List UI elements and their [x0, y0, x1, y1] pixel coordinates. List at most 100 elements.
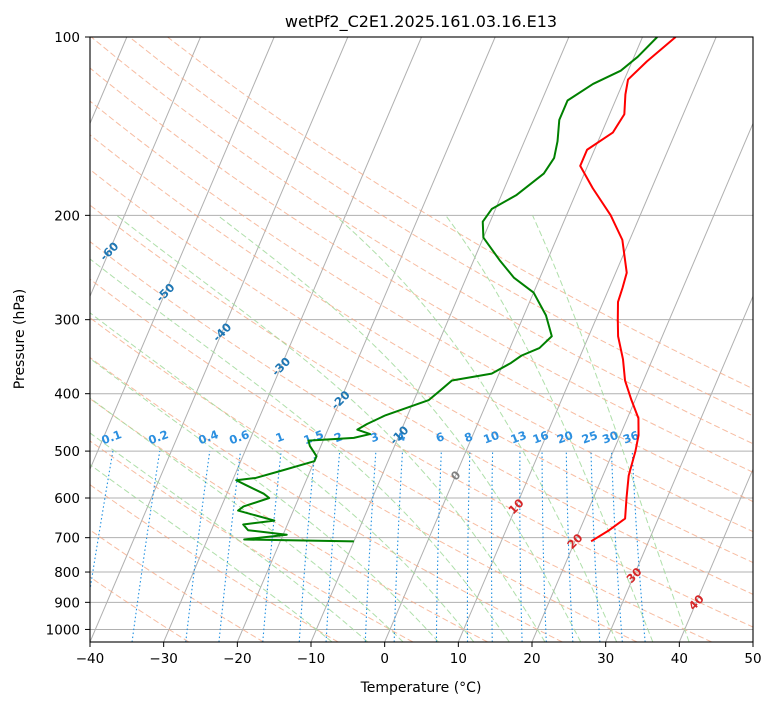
- mixing-ratio-line: [590, 451, 601, 642]
- y-tick-label: 200: [54, 208, 80, 224]
- mixing-ratio-label: 1.5: [302, 427, 326, 447]
- mixing-ratio-line: [466, 451, 471, 642]
- isotherm-label: 40: [686, 592, 707, 613]
- mixing-ratio-label: 36: [621, 428, 641, 447]
- mixing-ratio-label: 25: [580, 428, 600, 447]
- moist-adiabat: [334, 214, 618, 642]
- mixing-ratio-line: [218, 451, 242, 642]
- dry-adiabat: [90, 134, 753, 533]
- x-tick-label: 50: [744, 651, 761, 667]
- x-tick-label: 30: [597, 651, 614, 667]
- mixing-ratio-line: [519, 451, 523, 642]
- x-tick-label: −20: [223, 651, 252, 667]
- y-tick-label: 400: [54, 387, 80, 403]
- dry-adiabat: [167, 37, 753, 390]
- isotherm-label: -20: [328, 388, 353, 413]
- mixing-ratio-label: 0.6: [227, 427, 251, 447]
- mixing-ratio-label: 20: [555, 428, 575, 447]
- mixing-ratio-line: [262, 451, 282, 642]
- moist-adiabat: [532, 215, 690, 642]
- dry-adiabat: [90, 67, 753, 473]
- dry-adiabat: [90, 356, 563, 642]
- mixing-ratio-label: 0.4: [196, 427, 220, 447]
- mixing-ratio-label: 16: [531, 428, 551, 447]
- isotherm-gridline: [678, 467, 753, 642]
- isotherm-label: -30: [269, 354, 294, 379]
- dry-adiabat: [90, 484, 339, 642]
- y-axis-label: Pressure (hPa): [12, 289, 28, 389]
- isotherm-label: 0: [448, 468, 464, 484]
- moist-adiabat: [217, 214, 582, 642]
- isotherm-gridline: [236, 37, 496, 642]
- mixing-ratio-label: 3: [368, 429, 380, 445]
- mixing-ratio-line: [90, 451, 114, 594]
- dry-adiabat: [90, 168, 753, 564]
- moist-adiabat: [90, 312, 475, 642]
- dry-adiabat: [129, 37, 753, 417]
- y-tick-label: 700: [54, 531, 80, 547]
- dry-adiabat: [90, 204, 753, 595]
- chart-title: wetPf2_C2E1.2025.161.03.16.E13: [285, 12, 557, 32]
- y-tick-label: 300: [54, 313, 80, 329]
- mixing-ratio-line: [298, 451, 316, 642]
- y-tick-label: 600: [54, 491, 80, 507]
- isotherm-gridline: [163, 37, 422, 642]
- isotherm-gridline: [90, 37, 201, 298]
- mixing-ratio-line: [491, 451, 494, 642]
- y-tick-label: 800: [54, 565, 80, 581]
- isotherm-label: -50: [153, 280, 178, 305]
- mixing-ratio-label: 0.2: [146, 427, 170, 447]
- y-axis: 1000 900 800 700 600 500 400 300 200 100: [46, 30, 90, 638]
- dry-adiabat: [90, 317, 638, 642]
- isotherm-gridline: [752, 640, 753, 642]
- dry-adiabat: [90, 241, 753, 628]
- mixing-ratio-label: 0.1: [100, 427, 124, 447]
- y-tick-label: 100: [54, 30, 80, 46]
- dry-adiabat: [90, 278, 712, 642]
- mixing-ratio-label: 2: [332, 429, 344, 445]
- dry-adiabat: [90, 440, 414, 642]
- moist-adiabat: [116, 214, 546, 642]
- moist-adiabat: [90, 463, 333, 642]
- mixing-ratio-label: 6: [434, 429, 446, 445]
- dewpoint-profile-line: [235, 37, 658, 543]
- dry-adiabat: [90, 576, 190, 642]
- x-tick-label: −30: [149, 651, 178, 667]
- mixing-ratio-line: [364, 451, 377, 642]
- x-tick-label: 0: [380, 651, 389, 667]
- x-axis-label: Temperature (°C): [360, 680, 482, 696]
- y-tick-label: 500: [54, 444, 80, 460]
- mixing-ratio-label: 10: [481, 428, 501, 447]
- isotherm-gridline: [90, 37, 349, 642]
- x-tick-label: −10: [297, 651, 326, 667]
- mixing-ratio-label: 13: [509, 428, 529, 447]
- isotherm-label: -60: [97, 239, 122, 264]
- y-tick-label: 900: [54, 595, 80, 611]
- isotherm-gridline: [384, 37, 643, 642]
- dry-adiabat: [90, 397, 488, 642]
- mixing-ratio-line: [131, 451, 161, 642]
- mixing-ratio-line: [185, 451, 211, 642]
- moist-adiabat: [90, 432, 368, 642]
- x-tick-label: 10: [450, 651, 467, 667]
- plot-area: 0.10.20.40.611.52346810131620253036-100-…: [0, 37, 753, 642]
- isotherm-gridline: [605, 295, 753, 642]
- mixing-ratio-line: [610, 451, 623, 642]
- mixing-ratio-label: 8: [462, 429, 474, 445]
- x-axis: −40 −30 −20 −10 0 10 20 30 40 50: [76, 642, 762, 667]
- isotherm-label: -10: [387, 423, 412, 448]
- isotherm-label: -40: [210, 320, 235, 345]
- plot-frame: [89, 36, 754, 643]
- x-tick-label: 20: [523, 651, 540, 667]
- mixing-ratio-label: 1: [274, 429, 286, 445]
- dry-adiabat: [90, 37, 753, 445]
- y-tick-label: 1000: [46, 622, 80, 638]
- moist-adiabat: [90, 258, 510, 642]
- temperature-profile-line: [579, 37, 677, 543]
- mixing-ratio-line: [435, 451, 442, 642]
- x-tick-label: −40: [76, 651, 105, 667]
- isotherm-label: -80: [0, 157, 9, 182]
- isotherm-label: 20: [564, 531, 585, 552]
- isotherm-gridline: [457, 37, 717, 642]
